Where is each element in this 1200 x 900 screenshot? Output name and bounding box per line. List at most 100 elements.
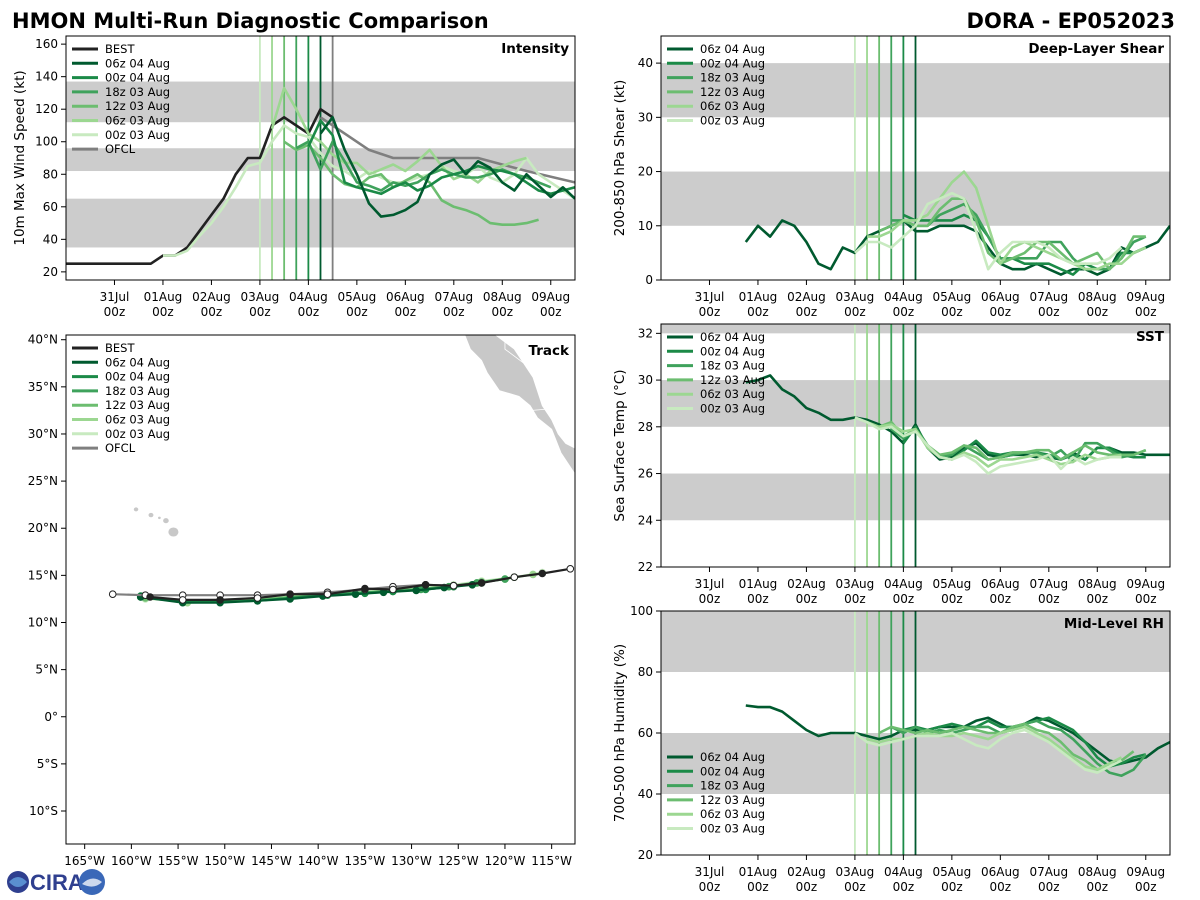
y-tick-label: 30°N <box>28 427 58 441</box>
y-tick-label: 120 <box>35 102 58 116</box>
x-tick-label-hour: 00z <box>699 305 721 319</box>
x-tick-label-day: 05Aug <box>933 865 972 879</box>
plot-frame <box>660 323 1171 568</box>
y-tick-label: 20 <box>638 848 653 862</box>
y-tick-label: 5°S <box>37 757 58 771</box>
y-tick-label: 0° <box>44 710 58 724</box>
x-tick-label-day: 04Aug <box>884 290 923 304</box>
x-tick-label-hour: 00z <box>844 305 866 319</box>
series-06z-04-aug <box>745 704 1170 765</box>
x-tick-label-day: 08Aug <box>1078 290 1117 304</box>
x-tick-label: 165°W <box>64 854 105 868</box>
legend-label-06z-03-aug: 06z 03 Aug <box>105 114 170 128</box>
y-tick-label: 20°N <box>28 521 58 535</box>
logo-emblem-wave <box>82 878 102 887</box>
x-tick-label-hour: 00z <box>990 592 1012 606</box>
legend-label-18z-03-aug: 18z 03 Aug <box>700 359 765 373</box>
x-tick-label-hour: 00z <box>893 305 915 319</box>
x-tick-label-day: 04Aug <box>884 865 923 879</box>
y-tick-label: 15°N <box>28 568 58 582</box>
legend-label-06z-04-aug: 06z 04 Aug <box>700 750 765 764</box>
x-tick-label: 120°W <box>485 854 526 868</box>
x-tick-label-day: 09Aug <box>531 290 570 304</box>
track-best <box>150 567 571 602</box>
y-tick-label: 30 <box>638 110 653 124</box>
legend-label-00z-04-aug: 00z 04 Aug <box>700 56 765 70</box>
x-tick-label-hour: 00z <box>1038 305 1060 319</box>
country-border <box>532 408 575 418</box>
y-tick-label: 0 <box>645 273 653 287</box>
x-tick-label-hour: 00z <box>747 305 769 319</box>
x-tick-label-hour: 00z <box>796 592 818 606</box>
x-tick-label: 130°W <box>391 854 432 868</box>
x-tick-label-day: 02Aug <box>787 865 826 879</box>
track-point-best <box>449 581 458 590</box>
legend-label-18z-03-aug: 18z 03 Aug <box>105 384 170 398</box>
logo-text: CIRA <box>30 870 84 895</box>
panel-rh: 2040608010031Jul00z01Aug00z02Aug00z03Aug… <box>612 604 1171 894</box>
x-tick-label: 145°W <box>251 854 292 868</box>
x-tick-label-hour: 00z <box>747 880 769 894</box>
legend-label-00z-04-aug: 00z 04 Aug <box>700 344 765 358</box>
x-tick-label-day: 02Aug <box>787 577 826 591</box>
x-tick-label-hour: 00z <box>1038 880 1060 894</box>
y-tick-label: 26 <box>638 467 653 481</box>
legend-label-18z-03-aug: 18z 03 Aug <box>700 71 765 85</box>
legend-label-12z-03-aug: 12z 03 Aug <box>700 85 765 99</box>
x-tick-label-day: 02Aug <box>787 290 826 304</box>
x-tick-label: 160°W <box>111 854 152 868</box>
x-tick-label-hour: 00z <box>540 305 562 319</box>
legend-label-00z-04-aug: 00z 04 Aug <box>105 71 170 85</box>
x-tick-label-hour: 00z <box>1038 592 1060 606</box>
legend-label-best: BEST <box>105 341 135 355</box>
x-tick-label-hour: 00z <box>844 592 866 606</box>
legend-label-06z-04-aug: 06z 04 Aug <box>700 42 765 56</box>
x-tick-label: 115°W <box>531 854 572 868</box>
x-tick-label-day: 31Jul <box>695 290 725 304</box>
y-tick-label: 40 <box>638 56 653 70</box>
series-00z-03-aug <box>854 191 1123 271</box>
y-tick-label: 100 <box>630 604 653 618</box>
land-hawaii-island <box>133 507 139 512</box>
series-06z-03-aug <box>866 420 1122 468</box>
track-point-best <box>389 585 397 594</box>
x-tick-label: 150°W <box>204 854 245 868</box>
x-tick-label-day: 03Aug <box>836 577 875 591</box>
land-north-america <box>464 335 575 501</box>
x-tick-label-day: 06Aug <box>981 290 1020 304</box>
legend-label-06z-04-aug: 06z 04 Aug <box>105 355 170 369</box>
legend-label-00z-03-aug: 00z 03 Aug <box>700 114 765 128</box>
panel-title: Intensity <box>501 41 569 57</box>
x-tick-label-hour: 00z <box>346 305 368 319</box>
panel-title: SST <box>1136 329 1165 345</box>
y-tick-label: 60 <box>638 726 653 740</box>
land-hawaii-island <box>158 516 161 520</box>
y-tick-label: 22 <box>638 560 653 574</box>
x-tick-label-hour: 00z <box>298 305 320 319</box>
track-point-best <box>566 565 575 573</box>
x-tick-label-day: 05Aug <box>338 290 377 304</box>
series-00z-03-aug <box>854 416 1122 475</box>
land-hawaii-island <box>148 512 154 518</box>
y-axis-label: 700-500 hPa Humidity (%) <box>612 644 628 822</box>
plot-area-track <box>108 335 575 607</box>
x-tick-label: 125°W <box>438 854 479 868</box>
y-tick-label: 10 <box>638 219 653 233</box>
track-point-best <box>178 596 187 604</box>
legend-label-06z-04-aug: 06z 04 Aug <box>105 56 170 70</box>
y-tick-label: 25°N <box>28 474 58 488</box>
x-tick-label-day: 07Aug <box>1029 577 1068 591</box>
x-tick-label-day: 03Aug <box>836 865 875 879</box>
x-tick-label-day: 02Aug <box>192 290 231 304</box>
y-tick-label: 160 <box>35 37 58 51</box>
legend-label-ofcl: OFCL <box>105 142 136 156</box>
x-tick-label-day: 01Aug <box>739 865 778 879</box>
series-00z-03-aug <box>854 728 1123 774</box>
series-12z-03-aug <box>878 420 1147 461</box>
legend-label-12z-03-aug: 12z 03 Aug <box>700 793 765 807</box>
track-point-best <box>538 569 547 578</box>
x-tick-label-hour: 00z <box>941 880 963 894</box>
y-tick-label: 10°N <box>28 615 58 629</box>
x-tick-label-day: 08Aug <box>483 290 522 304</box>
series-00z-03-aug <box>163 124 575 257</box>
